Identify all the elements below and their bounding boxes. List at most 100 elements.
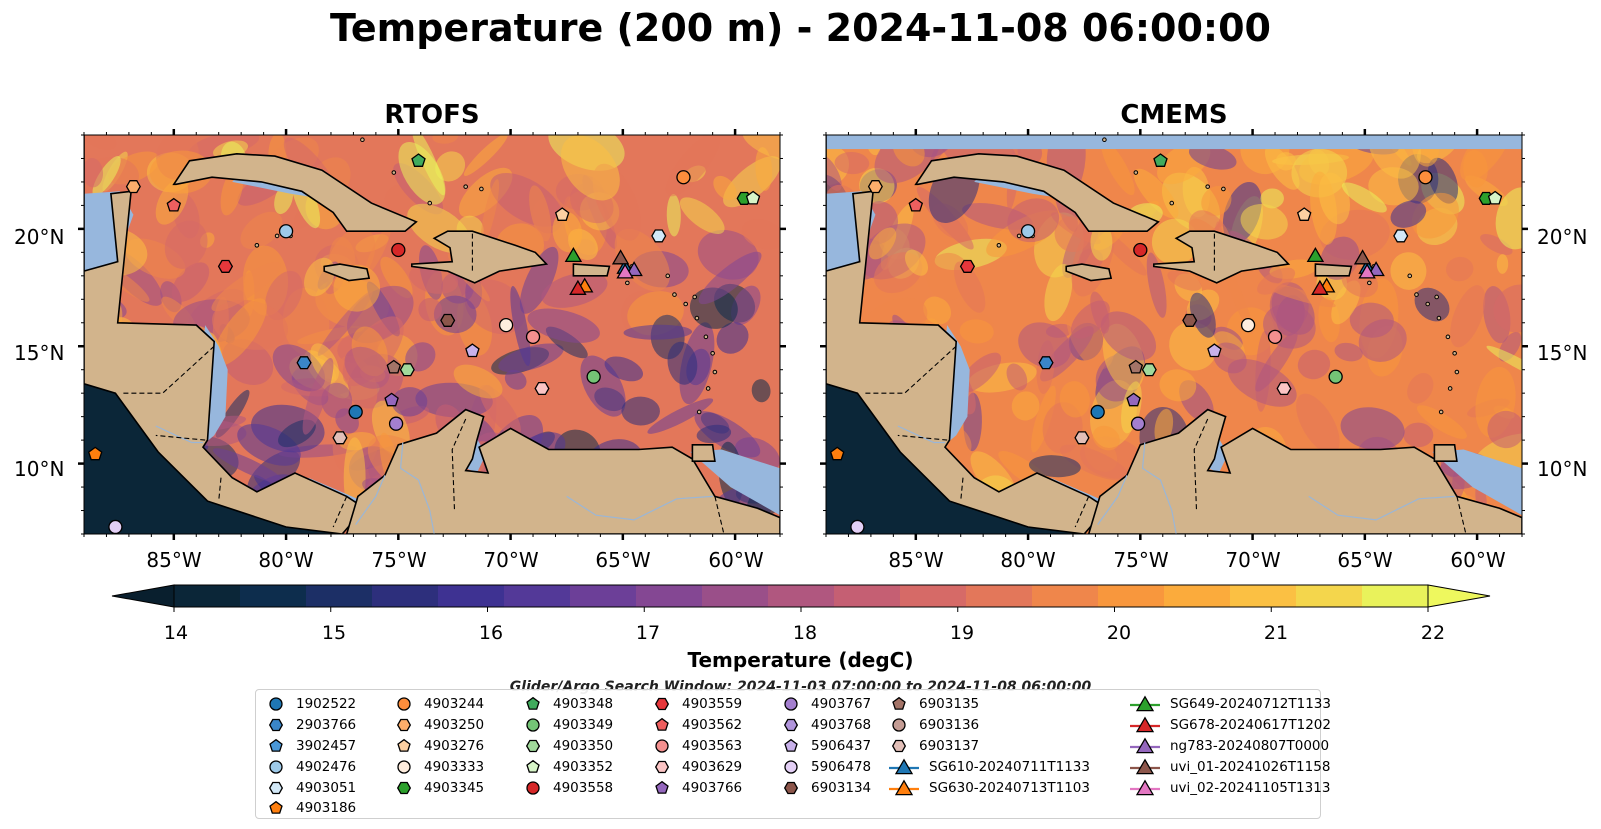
legend-marker-icon [1130,737,1160,754]
station-marker-4903629 [1276,381,1292,396]
station-marker-ng783-20240807t0000 [625,261,643,277]
colorbar-tick-19: 19 [949,622,975,644]
legend-item: 4903348 [521,694,613,715]
legend: 1902522 2903766 3902457 4902476 4903051 49031… [255,689,1331,819]
legend-item: 5906478 [779,756,871,777]
station-marker-5906478 [850,519,865,534]
lon-label-60w-left: 60°W [708,548,764,572]
colorbar-swatch [372,585,439,607]
colorbar-swatch [306,585,373,607]
station-marker-4903276 [1296,207,1312,221]
station-marker-4903562 [908,197,924,212]
station-marker-4903766 [384,392,399,407]
legend-label: 4903186 [296,800,357,817]
station-marker-4903559 [959,259,976,273]
legend-label: 4903352 [553,758,614,775]
legend-label: 6903134 [811,779,872,796]
station-marker-6903134 [440,313,456,327]
lat-label-10n-left: 10°N [14,457,65,481]
rtofs-map-panel [78,129,786,540]
station-marker-4903276 [554,207,570,221]
lat-label-20n-left: 20°N [14,225,65,249]
legend-column: 4903767 4903768 5906437 5906478 6903134 [779,694,871,798]
colorbar-swatch [702,585,769,607]
station-marker-uvi_01-20241026t1158 [1353,249,1372,265]
legend-item: 6903136 [887,715,1090,736]
station-marker-4903767 [1130,416,1146,431]
legend-item: 4903186 [264,798,356,819]
station-marker-4903563 [525,329,541,344]
legend-item: 4903767 [779,694,871,715]
legend-label: 4903333 [424,758,485,775]
lon-label-75w-left: 75°W [371,548,427,572]
legend-label: ng783-20240807T0000 [1170,737,1330,754]
legend-item: uvi_01-20241026T1158 [1128,756,1331,777]
legend-label: uvi_02-20241105T1313 [1170,779,1331,796]
colorbar-swatch [570,585,637,607]
legend-marker-icon [1130,695,1160,712]
station-marker-2903766 [296,356,312,370]
legend-column: 6903135 6903136 6903137 SG610-20240711T1133… [887,694,1090,798]
legend-item: 6903134 [779,777,871,798]
legend-item: 4903558 [521,777,613,798]
colorbar-tick-17: 17 [635,622,661,644]
station-marker-4903350 [1141,363,1157,377]
colorbar-tick-18: 18 [792,622,818,644]
colorbar-swatch [174,585,241,607]
legend-item: 4903350 [521,736,613,757]
legend-label: SG630-20240713T1103 [929,779,1090,796]
lon-label-85w-right: 85°W [888,548,944,572]
colorbar [111,584,1491,612]
legend-marker-icon [1130,779,1160,795]
legend-marker-icon [1130,758,1160,775]
legend-item: 4903766 [650,777,742,798]
legend-label: 4903629 [682,758,743,775]
legend-item: 2903766 [264,715,356,736]
legend-item: 4902476 [264,756,356,777]
station-marker-4903186 [87,446,103,461]
legend-label: 5906478 [811,758,872,775]
colorbar-swatch [504,585,571,607]
legend-marker-icon [526,697,540,711]
legend-label: SG678-20240617T1202 [1170,717,1331,734]
legend-item: SG610-20240711T1133 [887,756,1090,777]
lat-label-20n-right: 20°N [1537,225,1588,249]
station-marker-6903135 [386,359,402,374]
station-marker-sg678-20240617t1202 [1311,279,1329,295]
lat-label-15n-left: 15°N [14,341,65,365]
legend-label: 4903559 [682,696,743,713]
legend-item: 4903349 [521,715,613,736]
legend-label: 4903250 [424,717,485,734]
legend-marker-icon [783,781,799,794]
legend-label: 6903137 [919,737,980,754]
legend-item: 4903051 [264,777,356,798]
colorbar-swatch [1230,585,1297,607]
legend-marker-icon [396,719,412,732]
station-marker-4903767 [388,416,404,431]
legend-label: 4903051 [296,779,357,796]
lon-label-65w-right: 65°W [1337,548,1393,572]
legend-marker-icon [1130,716,1160,733]
main-title: Temperature (200 m) - 2024-11-08 06:00:0… [329,6,1271,50]
legend-marker-icon [397,738,411,752]
legend-label: 5906437 [811,737,872,754]
colorbar-swatch [1098,585,1165,607]
legend-marker-icon [526,718,540,732]
legend-marker-icon [525,739,541,753]
station-marker-4903349 [1328,369,1343,384]
legend-marker-icon [889,779,919,795]
legend-marker-icon [654,760,670,773]
station-marker-4903186 [829,446,845,461]
colorbar-tick-15: 15 [321,622,347,644]
colorbar-tick-16: 16 [478,622,504,644]
legend-marker-icon [269,760,283,774]
legend-label: 2903766 [296,717,357,734]
station-marker-4903558 [1133,242,1148,258]
station-marker-4903244 [1418,170,1433,185]
station-marker-uvi_02-20241105t1313 [1358,263,1376,279]
legend-label: 4903244 [424,696,485,713]
station-marker-5906478 [108,519,123,534]
station-marker-4903629 [534,381,550,396]
legend-marker-icon [269,738,283,752]
